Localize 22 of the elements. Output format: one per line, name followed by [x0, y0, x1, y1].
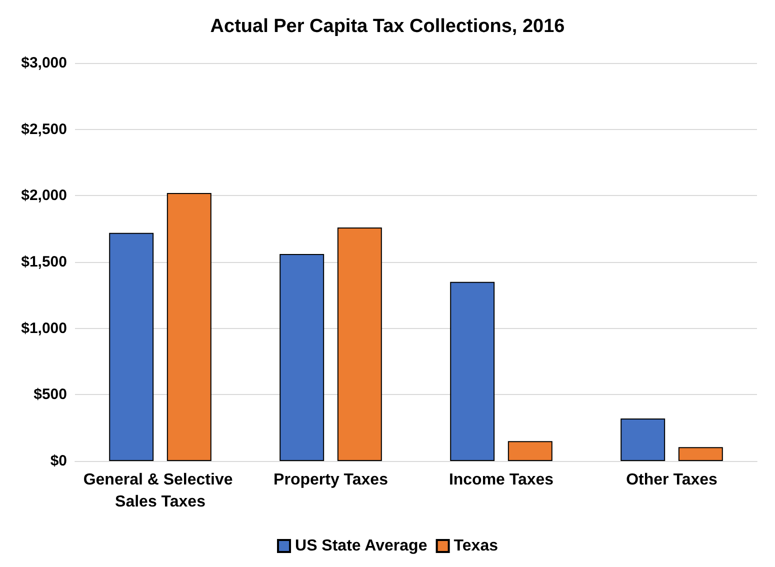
y-tick-label: $3,000: [21, 54, 67, 72]
bar: [166, 193, 212, 461]
y-tick-label: $500: [34, 386, 67, 404]
y-tick-label: $2,000: [21, 187, 67, 204]
bar: [109, 232, 154, 461]
bar: [280, 254, 324, 461]
y-tick-label: $2,500: [21, 120, 67, 138]
y-tick-label: $1,500: [21, 254, 67, 270]
bar: [337, 228, 382, 461]
bar: [678, 447, 723, 461]
chart-title: Actual Per Capita Tax Collections, 2016: [210, 16, 565, 37]
x-tick-label: Other Taxes: [626, 472, 718, 488]
legend-label: Texas: [454, 538, 498, 554]
bar: [620, 418, 666, 461]
y-tick-label: $1,000: [21, 320, 67, 337]
legend-label: US State Average: [295, 538, 428, 554]
x-tick-label: Income Taxes: [448, 472, 554, 488]
bar: [450, 282, 495, 461]
x-tick-label: Property Taxes: [274, 472, 388, 488]
x-tick-label: General & Selective Sales Taxes: [83, 472, 238, 510]
bar: [508, 441, 552, 461]
y-tick-label: $0: [50, 452, 67, 470]
